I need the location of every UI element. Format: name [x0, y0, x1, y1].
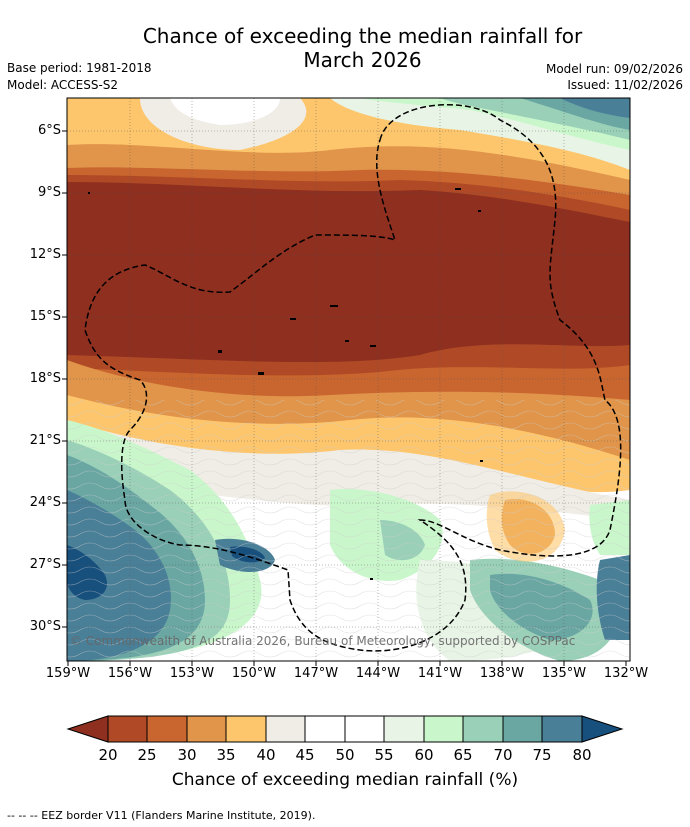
lat-tick: 21°S: [29, 433, 61, 448]
lon-tick: 132°W: [603, 666, 649, 681]
colorbar-label: 40: [256, 746, 276, 764]
lat-tick: 6°S: [37, 123, 61, 138]
lat-tick: 15°S: [29, 309, 61, 324]
lon-tick: 141°W: [417, 666, 463, 681]
colorbar-swatch: [265, 715, 306, 743]
colorbar-label: 45: [295, 746, 315, 764]
colorbar: [66, 715, 624, 743]
map-field: [67, 98, 630, 661]
colorbar-low-arrow: [66, 715, 109, 743]
lat-tick: 27°S: [29, 557, 61, 572]
colorbar-swatch: [541, 715, 583, 743]
colorbar-label: 50: [335, 746, 355, 764]
base-period: Base period: 1981-2018: [7, 61, 152, 75]
colorbar-label: 35: [216, 746, 236, 764]
colorbar-swatch: [502, 715, 543, 743]
map-title: Chance of exceeding the median rainfall …: [80, 24, 645, 72]
issued-date: Issued: 11/02/2026: [567, 78, 683, 92]
colorbar-swatch: [383, 715, 425, 743]
lon-tick: 156°W: [107, 666, 153, 681]
eez-footnote: -- -- -- EEZ border V11 (Flanders Marine…: [7, 809, 316, 822]
title-line-1: Chance of exceeding the median rainfall …: [142, 24, 583, 48]
colorbar-label: 60: [414, 746, 434, 764]
lon-tick: 153°W: [169, 666, 215, 681]
colorbar-label: 80: [572, 746, 592, 764]
colorbar-high-arrow: [581, 715, 624, 743]
colorbar-title: Chance of exceeding median rainfall (%): [171, 770, 519, 790]
lon-tick: 147°W: [293, 666, 339, 681]
lon-tick: 144°W: [355, 666, 401, 681]
lat-tick: 9°S: [37, 185, 61, 200]
copyright-notice: © Commonwealth of Australia 2026, Bureau…: [70, 634, 576, 648]
colorbar-label: 55: [374, 746, 394, 764]
lat-tick: 24°S: [29, 495, 61, 510]
colorbar-swatch: [423, 715, 464, 743]
colorbar-swatch: [462, 715, 504, 743]
colorbar-label: 30: [177, 746, 197, 764]
colorbar-swatch: [344, 715, 385, 743]
model-name: Model: ACCESS-S2: [7, 78, 119, 92]
colorbar-label: 65: [453, 746, 473, 764]
colorbar-swatch: [146, 715, 188, 743]
lat-tick: 18°S: [29, 371, 61, 386]
colorbar-swatch: [186, 715, 227, 743]
lat-tick: 12°S: [29, 247, 61, 262]
lon-tick: 138°W: [479, 666, 525, 681]
title-line-2: March 2026: [303, 48, 422, 72]
model-run-date: Model run: 09/02/2026: [545, 62, 683, 76]
colorbar-label: 75: [532, 746, 552, 764]
colorbar-label: 25: [137, 746, 157, 764]
lat-tick: 30°S: [29, 619, 61, 634]
lon-tick: 150°W: [231, 666, 277, 681]
colorbar-swatch: [225, 715, 267, 743]
colorbar-swatch: [107, 715, 148, 743]
colorbar-label: 20: [98, 746, 118, 764]
colorbar-swatch: [304, 715, 346, 743]
colorbar-label: 70: [493, 746, 513, 764]
lon-tick: 135°W: [541, 666, 587, 681]
lon-tick: 159°W: [45, 666, 91, 681]
